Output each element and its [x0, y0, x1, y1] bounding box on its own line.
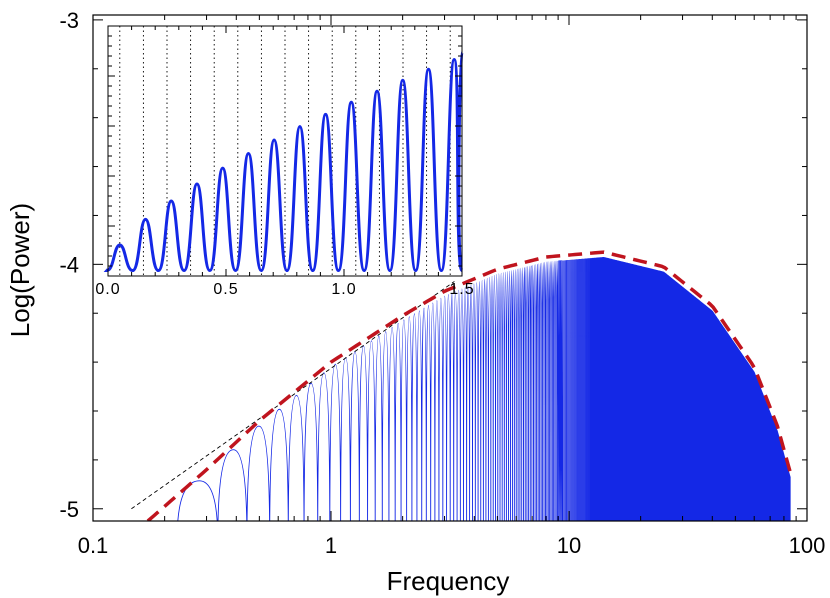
main-plot-marks — [131, 250, 792, 521]
x-tick-label: 100 — [789, 533, 826, 558]
x-tick-label: 1 — [325, 533, 337, 558]
spectrum-line — [177, 257, 791, 521]
x-axis-title: Frequency — [387, 566, 510, 596]
envelope-line — [146, 250, 792, 521]
plot-frame — [92, 14, 808, 522]
y-tick-label: -4 — [59, 252, 79, 277]
x-tick-label: 0.1 — [78, 533, 109, 558]
inset-plot: 0.0 0.5 1.0 1.5 — [95, 25, 474, 298]
inset-x-tick-label: 1.5 — [449, 281, 474, 298]
inset-spectrum-line — [103, 50, 464, 273]
y-tick-label: -5 — [59, 497, 79, 522]
y-axis-title: Log(Power) — [5, 203, 35, 337]
y-tick-label: -3 — [59, 8, 79, 33]
inset-x-tick-label: 0.5 — [213, 281, 238, 298]
inset-x-tick-label: 0.0 — [95, 281, 120, 298]
inset-frame — [107, 25, 463, 277]
main-axis-ticks: 0.1 1 10 100 -3 -4 -5 — [59, 8, 825, 558]
inset-axis-ticks: 0.0 0.5 1.0 1.5 — [95, 26, 474, 298]
inset-x-tick-label: 1.0 — [331, 281, 356, 298]
inset-marks — [103, 26, 464, 276]
x-tick-label: 10 — [557, 533, 581, 558]
reference-line — [131, 281, 455, 510]
